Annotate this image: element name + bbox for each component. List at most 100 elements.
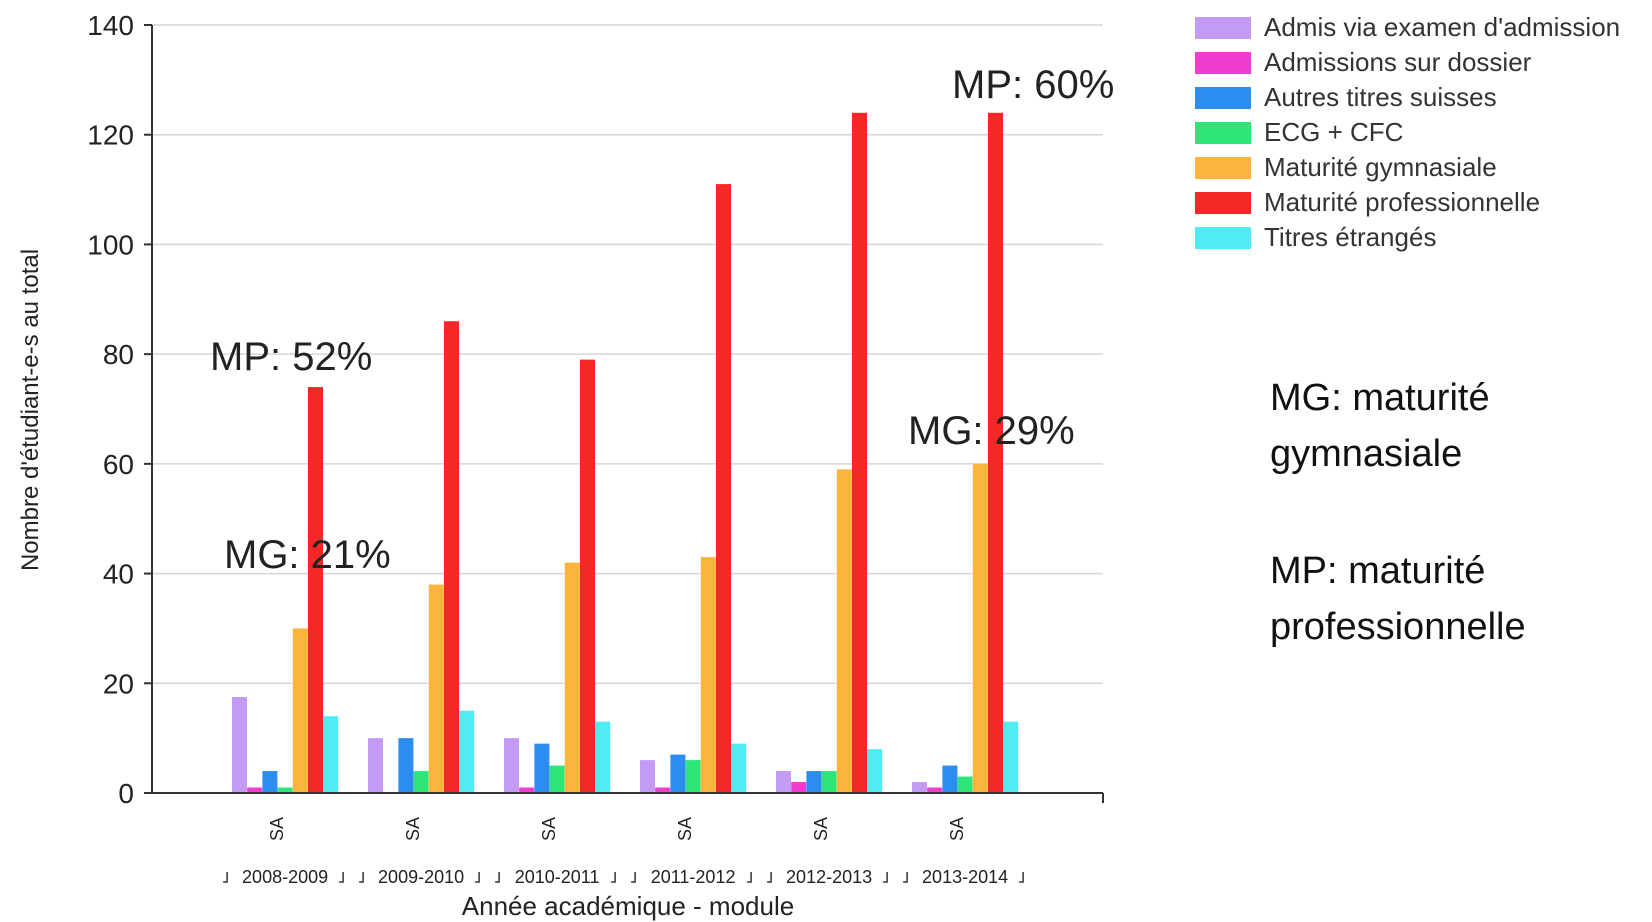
bar (277, 787, 293, 793)
annotation-label: MP: 52% (210, 335, 372, 379)
note-mg-definition: gymnasiale (1270, 433, 1463, 475)
bar (262, 771, 278, 793)
bar (444, 321, 459, 793)
bracket-left (631, 872, 636, 883)
legend-swatch (1195, 16, 1251, 39)
annotation-label: MP: 60% (952, 63, 1114, 107)
x-tick-module-label: SA (675, 817, 695, 841)
bar (580, 359, 595, 793)
bar (806, 771, 822, 793)
legend-swatch (1195, 191, 1251, 214)
y-tick-label: 40 (103, 559, 134, 590)
legend-swatch (1195, 86, 1251, 109)
x-tick-year-label: 2013-2014 (922, 867, 1008, 887)
bar (323, 716, 339, 793)
bracket-left (903, 872, 908, 883)
bar (957, 776, 973, 793)
note-mp-term: MP: maturité (1270, 550, 1486, 592)
legend-item: Maturité professionnelle (1195, 185, 1620, 220)
y-tick-label: 0 (118, 778, 134, 809)
annotation-label: MG: 21% (224, 533, 391, 577)
y-axis-label: Nombre d'étudiant-e-s au total (17, 249, 44, 571)
annotations: MP: 52% MG: 21% MP: 60% MG: 29% (210, 63, 1114, 577)
bar (942, 765, 958, 793)
x-tick-module-label: SA (539, 817, 559, 841)
legend-item: Admis via examen d'admission (1195, 10, 1620, 45)
x-tick-year-label: 2012-2013 (786, 867, 872, 887)
bar (912, 782, 927, 793)
bar (988, 112, 1003, 794)
y-tick-label: 60 (103, 449, 134, 480)
y-tick-label: 120 (87, 120, 134, 151)
bar (821, 771, 837, 793)
legend-item: Titres étrangés (1195, 220, 1620, 255)
y-tick-label: 20 (103, 668, 134, 699)
bar (670, 754, 686, 793)
annotation-label: MG: 29% (908, 409, 1075, 453)
legend-item: Autres titres suisses (1195, 80, 1620, 115)
bar (308, 387, 323, 793)
legend-label: Admis via examen d'admission (1264, 12, 1621, 42)
bracket-left (767, 872, 772, 883)
x-tick-module-label: SA (403, 817, 423, 841)
bar (731, 743, 747, 793)
bar (700, 557, 716, 793)
bracket-right (1019, 872, 1024, 883)
x-tick-module-label: SA (811, 817, 831, 841)
bar (247, 787, 263, 793)
x-tick-year-label: 2009-2010 (378, 867, 464, 887)
y-tick-label: 80 (103, 339, 134, 370)
legend-item: Maturité gymnasiale (1195, 150, 1620, 185)
bar (1003, 721, 1019, 793)
legend-label: Autres titres suisses (1264, 82, 1497, 112)
bar (549, 765, 565, 793)
legend-swatch (1195, 121, 1251, 144)
bar (685, 760, 701, 793)
bar (791, 782, 807, 793)
bracket-right (883, 872, 888, 883)
legend-label: Admissions sur dossier (1264, 47, 1532, 77)
bar (716, 184, 731, 794)
note-mp-definition: professionnelle (1270, 606, 1526, 648)
bar (776, 771, 791, 793)
note-mp: MP: maturité professionnelle (1270, 543, 1526, 655)
x-axis-label: Année académique - module (462, 891, 794, 921)
x-tick-module-label: SA (947, 817, 967, 841)
legend-item: Admissions sur dossier (1195, 45, 1620, 80)
bar (867, 749, 883, 793)
legend-swatch (1195, 226, 1251, 249)
legend-label: Maturité gymnasiale (1264, 152, 1497, 182)
legend-swatch (1195, 51, 1251, 74)
bar (640, 760, 655, 793)
legend-label: Titres étrangés (1264, 222, 1437, 252)
bar (836, 469, 852, 793)
bar (852, 112, 867, 794)
bar (972, 463, 988, 793)
bar (428, 584, 444, 793)
note-mg-term: MG: maturité (1270, 377, 1490, 419)
axes: 0 20 40 60 80 100 120 140 SA 2008-2009 SA 2009-2010… (87, 10, 1104, 887)
bar (459, 710, 475, 793)
bar (368, 738, 383, 793)
bracket-left (495, 872, 500, 883)
bracket-right (339, 872, 344, 883)
y-tick-label: 140 (87, 10, 134, 41)
bar (292, 628, 308, 793)
bar (927, 787, 943, 793)
legend-label: ECG + CFC (1264, 117, 1404, 147)
legend-item: ECG + CFC (1195, 115, 1620, 150)
legend-label: Maturité professionnelle (1264, 187, 1541, 217)
bar (564, 562, 580, 793)
bar (595, 721, 611, 793)
x-tick-module-label: SA (267, 817, 287, 841)
bars (232, 112, 1019, 794)
bracket-left (359, 872, 364, 883)
bar (504, 738, 519, 793)
bracket-left (223, 872, 228, 883)
bar (413, 771, 429, 793)
bar (534, 743, 550, 793)
bar (232, 697, 247, 793)
legend-swatch (1195, 156, 1251, 179)
y-tick-label: 100 (87, 229, 134, 260)
